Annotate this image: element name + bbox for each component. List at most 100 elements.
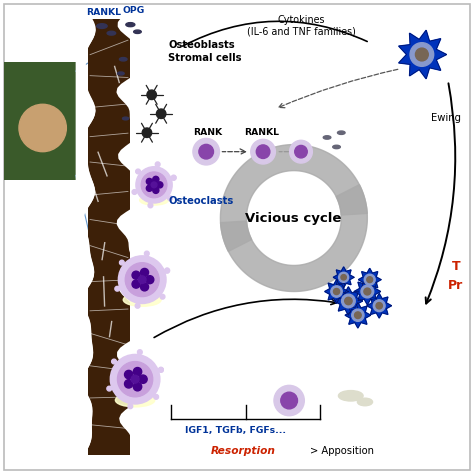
Polygon shape: [220, 145, 367, 251]
Circle shape: [147, 90, 156, 100]
Circle shape: [125, 380, 133, 388]
Circle shape: [251, 139, 275, 164]
Circle shape: [290, 140, 312, 163]
Circle shape: [142, 128, 152, 137]
Circle shape: [355, 312, 361, 319]
Circle shape: [165, 268, 170, 273]
Ellipse shape: [123, 293, 161, 306]
Ellipse shape: [118, 72, 124, 75]
Circle shape: [125, 370, 133, 379]
Polygon shape: [345, 302, 371, 328]
Circle shape: [154, 394, 158, 399]
Circle shape: [159, 367, 164, 372]
Text: IGF1, TGFb, FGFs...: IGF1, TGFb, FGFs...: [185, 426, 286, 435]
Circle shape: [145, 251, 149, 256]
Circle shape: [153, 187, 159, 193]
Polygon shape: [399, 30, 447, 79]
Ellipse shape: [337, 131, 345, 135]
FancyBboxPatch shape: [88, 19, 130, 455]
Text: Vicious cycle: Vicious cycle: [245, 211, 341, 225]
Circle shape: [199, 145, 213, 159]
Circle shape: [138, 276, 146, 283]
Circle shape: [352, 309, 364, 321]
Text: T: T: [452, 260, 460, 273]
Circle shape: [132, 190, 137, 194]
Circle shape: [139, 375, 147, 383]
Text: Cytokines
(IL-6 and TNF families): Cytokines (IL-6 and TNF families): [246, 15, 356, 37]
Circle shape: [281, 392, 298, 409]
Circle shape: [110, 355, 160, 404]
FancyBboxPatch shape: [4, 62, 84, 180]
Text: Resorption: Resorption: [211, 446, 276, 456]
Circle shape: [119, 260, 124, 265]
Text: RANKL: RANKL: [244, 128, 279, 137]
Polygon shape: [334, 287, 363, 315]
Polygon shape: [333, 267, 354, 288]
Circle shape: [364, 288, 371, 295]
Circle shape: [141, 172, 167, 198]
Text: > Apposition: > Apposition: [310, 446, 374, 456]
Circle shape: [256, 145, 270, 158]
Circle shape: [137, 350, 142, 355]
Polygon shape: [354, 278, 381, 305]
Circle shape: [361, 285, 374, 298]
Circle shape: [151, 182, 157, 188]
Text: Pr: Pr: [448, 279, 464, 292]
Circle shape: [118, 362, 153, 397]
Circle shape: [157, 182, 163, 188]
Text: RANK: RANK: [193, 128, 222, 137]
Circle shape: [140, 283, 148, 291]
Circle shape: [165, 268, 170, 273]
Text: Ewing: Ewing: [431, 113, 461, 124]
Ellipse shape: [122, 117, 128, 120]
Circle shape: [341, 274, 346, 280]
Circle shape: [136, 169, 140, 174]
Circle shape: [133, 383, 142, 391]
Ellipse shape: [338, 391, 363, 401]
Circle shape: [376, 302, 383, 309]
Ellipse shape: [333, 145, 340, 149]
Circle shape: [156, 109, 166, 118]
Circle shape: [140, 268, 148, 276]
Circle shape: [131, 375, 139, 383]
Circle shape: [168, 196, 173, 201]
Circle shape: [133, 367, 142, 376]
Circle shape: [338, 272, 349, 283]
Circle shape: [135, 303, 140, 308]
Circle shape: [342, 294, 355, 308]
Circle shape: [410, 43, 434, 66]
Circle shape: [125, 263, 159, 297]
Ellipse shape: [357, 398, 373, 406]
Circle shape: [112, 359, 117, 364]
Circle shape: [374, 300, 385, 311]
Circle shape: [345, 297, 352, 305]
Ellipse shape: [134, 30, 141, 34]
Circle shape: [128, 404, 133, 409]
Polygon shape: [220, 185, 367, 292]
Circle shape: [19, 104, 66, 152]
Text: Osteoclasts: Osteoclasts: [168, 196, 234, 206]
Circle shape: [148, 203, 153, 208]
Polygon shape: [358, 268, 381, 291]
Circle shape: [274, 385, 304, 416]
Ellipse shape: [323, 136, 331, 139]
Ellipse shape: [107, 31, 116, 35]
Polygon shape: [325, 280, 348, 303]
Polygon shape: [367, 293, 392, 318]
Ellipse shape: [97, 24, 107, 28]
Circle shape: [331, 286, 342, 297]
Text: OPG: OPG: [123, 6, 145, 15]
Ellipse shape: [126, 23, 135, 27]
Circle shape: [132, 280, 140, 288]
Circle shape: [132, 271, 140, 279]
Circle shape: [171, 175, 176, 180]
Circle shape: [159, 367, 164, 372]
Circle shape: [118, 256, 166, 303]
Circle shape: [160, 294, 165, 299]
Circle shape: [295, 146, 307, 158]
Circle shape: [107, 386, 111, 391]
Circle shape: [146, 185, 153, 191]
Ellipse shape: [115, 393, 155, 407]
Ellipse shape: [140, 195, 168, 205]
Circle shape: [193, 138, 219, 165]
